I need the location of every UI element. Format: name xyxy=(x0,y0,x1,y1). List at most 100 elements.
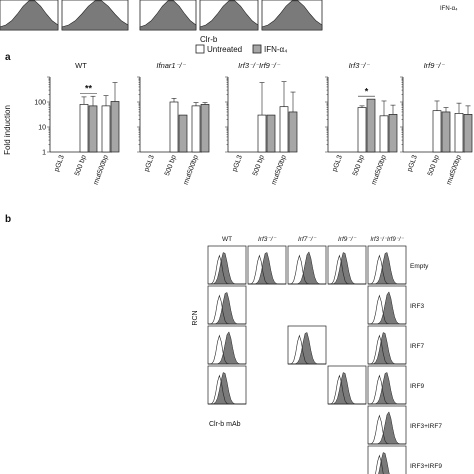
bar-untreated xyxy=(169,101,179,153)
flow-row-label: Empty xyxy=(410,263,429,270)
x-tick-label: mut500bp xyxy=(183,154,200,186)
bar-ifn xyxy=(110,101,120,153)
flow-histogram-isotype xyxy=(327,254,366,285)
flow-col-header: Irf3⁻/⁻Irf9⁻/⁻ xyxy=(370,237,404,243)
x-tick-label: 500 bp xyxy=(352,154,366,177)
bar-panel-title: Irf3⁻/⁻Irf9⁻/⁻ xyxy=(238,61,281,70)
flow-col-header: Irf7⁻/⁻ xyxy=(298,236,317,243)
top-strip-xlabel: Clr-b xyxy=(200,35,218,44)
top-hist-fill xyxy=(61,0,129,31)
bar-panel-title: WT xyxy=(75,61,87,70)
x-tick-label: 500 bp xyxy=(74,154,88,177)
flow-histogram-isotype xyxy=(207,254,246,285)
flow-row-label: IRF9 xyxy=(410,383,424,390)
panel-a-ylabel: Fold induction xyxy=(3,105,12,155)
flow-histogram-cell xyxy=(287,245,327,285)
x-tick-label: pGL3 xyxy=(53,154,65,173)
bar-panel-title: Irf9⁻/⁻ xyxy=(424,61,446,70)
bar-ifn xyxy=(266,114,276,153)
flow-histogram-cell xyxy=(207,245,247,285)
bar-panel-1: Ifnar1⁻/⁻ pGL3 500 bp mut500bp xyxy=(137,61,210,186)
flow-histogram-cell xyxy=(207,325,247,365)
bar-untreated xyxy=(454,113,464,153)
flow-row-label: IRF7 xyxy=(410,343,424,350)
bar-panel-2: Irf3⁻/⁻Irf9⁻/⁻ pGL3 500 bp mut500bp xyxy=(225,61,298,186)
flow-histogram-isotype xyxy=(207,294,246,325)
panel-b-xlabel: Clr-b mAb xyxy=(209,421,241,428)
top-hist-fill xyxy=(139,0,197,31)
x-tick-label: pGL3 xyxy=(231,154,243,173)
legend-label-untreated: Untreated xyxy=(207,45,242,54)
flow-row-label: IRF3+IRF9 xyxy=(410,463,442,470)
x-tick-label: mut500bp xyxy=(446,154,463,186)
bar-untreated xyxy=(101,105,111,153)
flow-histogram-isotype xyxy=(287,334,326,365)
x-tick-label: pGL3 xyxy=(331,154,343,173)
x-tick-label: pGL3 xyxy=(406,154,418,173)
bar-untreated xyxy=(379,115,389,153)
flow-histogram-cell xyxy=(367,365,407,405)
bar-panel-title: Irf3⁻/⁻ xyxy=(349,61,371,70)
flow-row-label: IRF3+IRF7 xyxy=(410,423,442,430)
x-tick-label: 500 bp xyxy=(164,154,178,177)
bar-panel-3: Irf3⁻/⁻ pGL3 500 bp mut500bp * xyxy=(325,61,398,186)
flow-histogram-isotype xyxy=(207,374,246,405)
bar-untreated xyxy=(357,107,367,153)
bar-ifn xyxy=(88,105,98,153)
x-tick-label: 500 bp xyxy=(252,154,266,177)
bar-panel-4: Irf9⁻/⁻ pGL3 500 bp mut500bp xyxy=(400,61,473,186)
flow-histogram-stained xyxy=(378,452,390,474)
flow-histogram-isotype xyxy=(327,374,366,405)
flow-histogram-grid: WT Irf3⁻/⁻ Irf7⁻/⁻ Irf9⁻/⁻ Irf3⁻/⁻Irf9⁻/⁻ Emp… xyxy=(207,236,442,474)
flow-col-header: Irf3⁻/⁻ xyxy=(258,236,277,243)
bar-untreated xyxy=(279,106,289,153)
top-hist-fill xyxy=(0,0,59,31)
flow-histogram-isotype xyxy=(247,254,286,285)
flow-histogram-cell xyxy=(367,405,407,445)
top-hist-fill xyxy=(261,0,323,31)
bar-untreated xyxy=(257,114,267,153)
bar-ifn xyxy=(463,114,473,153)
bar-ifn xyxy=(178,114,188,153)
bar-ifn xyxy=(366,98,376,153)
x-tick-label: mut500bp xyxy=(93,154,110,186)
flow-histogram-cell xyxy=(247,245,287,285)
flow-histogram-cell xyxy=(207,365,247,405)
flow-histogram-isotype xyxy=(367,294,406,325)
flow-histogram-cell xyxy=(367,245,407,285)
flow-histogram-isotype xyxy=(367,254,406,285)
flow-histogram-cell xyxy=(327,365,367,405)
flow-histogram-isotype xyxy=(287,254,326,285)
flow-row-label: IRF3 xyxy=(410,303,424,310)
x-tick-label: 500 bp xyxy=(427,154,441,177)
flow-histogram-cell xyxy=(367,445,407,474)
y-tick-label: 100 xyxy=(34,100,46,107)
flow-histogram-cell xyxy=(327,245,367,285)
panel-a-legend: Untreated IFN-α₄ xyxy=(195,44,287,54)
x-tick-label: pGL3 xyxy=(143,154,155,173)
legend-label-ifn: IFN-α₄ xyxy=(264,45,287,54)
bar-ifn xyxy=(441,111,451,153)
bar-panel-title: Ifnar1⁻/⁻ xyxy=(156,61,186,70)
flow-col-header: WT xyxy=(222,236,232,243)
bar-ifn xyxy=(388,114,398,153)
flow-histogram-isotype xyxy=(367,334,406,365)
top-histogram-strip xyxy=(0,0,323,31)
bar-untreated xyxy=(432,110,442,153)
bar-untreated xyxy=(191,105,201,153)
significance-marker: ** xyxy=(85,84,93,94)
bar-ifn xyxy=(200,104,210,153)
significance-marker: * xyxy=(365,87,369,97)
bar-ifn xyxy=(288,111,298,153)
bar-charts: WT 1 10 100 pGL3 500 bp mut500bp ** Ifnar1⁻/⁻ pGL… xyxy=(34,61,473,186)
flow-histogram-isotype xyxy=(367,414,406,445)
top-hist-fill xyxy=(199,0,259,31)
panel-b-label: b xyxy=(5,214,11,225)
flow-histogram-cell xyxy=(287,325,327,365)
flow-histogram-isotype xyxy=(367,374,406,405)
bar-panel-0: WT 1 10 100 pGL3 500 bp mut500bp ** xyxy=(34,61,120,186)
y-tick-label: 1 xyxy=(42,150,46,157)
top-strip-legend-fragment: IFN-α₄ xyxy=(440,6,458,12)
x-tick-label: mut500bp xyxy=(271,154,288,186)
